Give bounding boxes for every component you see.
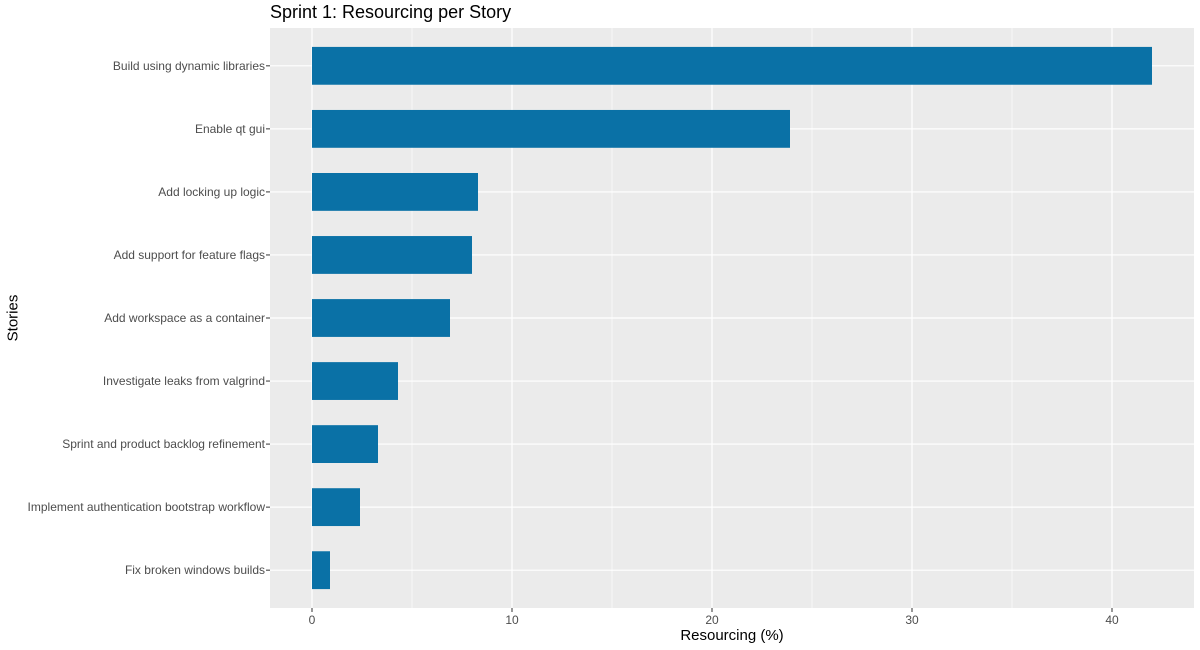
bar [312, 425, 378, 463]
bar [312, 173, 478, 211]
x-tick-label: 30 [905, 613, 919, 627]
y-tick-label: Implement authentication bootstrap workf… [28, 500, 266, 514]
x-tick-label: 0 [309, 613, 316, 627]
y-tick-label: Add locking up logic [158, 185, 265, 199]
y-tick-label: Add workspace as a container [104, 311, 265, 325]
bar [312, 488, 360, 527]
y-tick-label: Sprint and product backlog refinement [62, 437, 265, 451]
bar [312, 46, 1152, 85]
chart-title: Sprint 1: Resourcing per Story [270, 2, 512, 22]
bar [312, 362, 398, 400]
bar [312, 109, 790, 148]
x-tick-label: 10 [505, 613, 519, 627]
bar [312, 551, 330, 590]
bar [312, 236, 472, 274]
x-tick-label: 40 [1105, 613, 1119, 627]
y-tick-label: Add support for feature flags [114, 248, 265, 262]
x-tick-label: 20 [705, 613, 719, 627]
x-axis-label: Resourcing (%) [680, 627, 784, 644]
y-tick-label: Enable qt gui [195, 122, 265, 136]
bar [312, 299, 450, 337]
y-axis-label: Stories [4, 294, 22, 342]
y-tick-label: Investigate leaks from valgrind [103, 374, 265, 388]
y-tick-label: Fix broken windows builds [125, 563, 265, 577]
y-tick-label: Build using dynamic libraries [113, 59, 265, 73]
